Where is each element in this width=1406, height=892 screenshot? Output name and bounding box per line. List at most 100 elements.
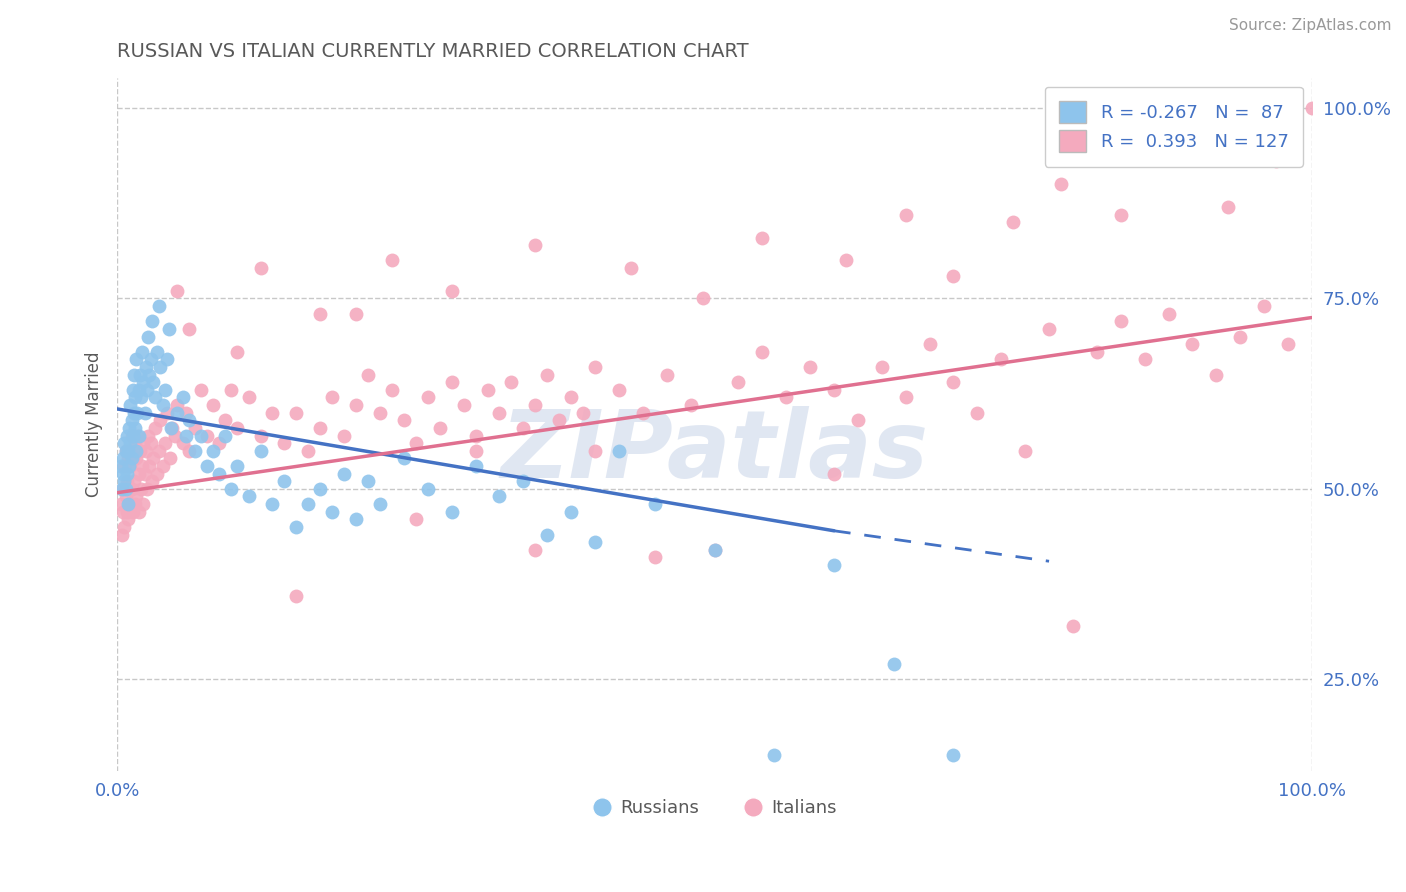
Point bbox=[655, 368, 678, 382]
Legend: Russians, Italians: Russians, Italians bbox=[585, 791, 844, 824]
Point bbox=[883, 657, 905, 671]
Point bbox=[488, 406, 510, 420]
Point bbox=[125, 490, 148, 504]
Point bbox=[145, 344, 167, 359]
Point bbox=[357, 475, 380, 489]
Point bbox=[823, 558, 845, 572]
Point bbox=[112, 505, 135, 519]
Point bbox=[846, 413, 869, 427]
Point bbox=[125, 443, 148, 458]
Point bbox=[124, 391, 146, 405]
Point bbox=[111, 527, 134, 541]
Point bbox=[1205, 368, 1227, 382]
Point bbox=[114, 490, 136, 504]
Point bbox=[117, 497, 139, 511]
Point bbox=[115, 475, 138, 489]
Point bbox=[309, 482, 332, 496]
Point bbox=[333, 428, 356, 442]
Point bbox=[1038, 322, 1060, 336]
Point bbox=[129, 391, 152, 405]
Point bbox=[333, 467, 356, 481]
Point bbox=[132, 376, 155, 390]
Point bbox=[524, 542, 547, 557]
Point bbox=[1253, 299, 1275, 313]
Point bbox=[125, 352, 148, 367]
Point bbox=[297, 443, 319, 458]
Point bbox=[149, 413, 172, 427]
Point bbox=[110, 458, 132, 473]
Point bbox=[249, 260, 271, 275]
Point bbox=[128, 368, 150, 382]
Point bbox=[357, 368, 380, 382]
Point bbox=[121, 413, 143, 427]
Point bbox=[125, 451, 148, 466]
Point bbox=[136, 428, 159, 442]
Point bbox=[894, 208, 917, 222]
Point bbox=[214, 428, 236, 442]
Point bbox=[159, 451, 181, 466]
Point bbox=[583, 535, 606, 549]
Point bbox=[121, 482, 143, 496]
Point bbox=[942, 268, 965, 283]
Point bbox=[138, 458, 160, 473]
Point bbox=[120, 436, 142, 450]
Point bbox=[118, 421, 141, 435]
Point bbox=[309, 421, 332, 435]
Point bbox=[156, 406, 179, 420]
Point bbox=[117, 451, 139, 466]
Point bbox=[208, 436, 231, 450]
Point bbox=[120, 497, 142, 511]
Y-axis label: Currently Married: Currently Married bbox=[86, 351, 103, 497]
Point bbox=[177, 413, 200, 427]
Point bbox=[225, 344, 247, 359]
Point bbox=[464, 443, 486, 458]
Point bbox=[172, 436, 194, 450]
Point bbox=[453, 398, 475, 412]
Point bbox=[464, 428, 486, 442]
Point bbox=[115, 467, 138, 481]
Point bbox=[344, 398, 367, 412]
Point bbox=[273, 436, 295, 450]
Point bbox=[1109, 314, 1132, 328]
Point bbox=[176, 406, 198, 420]
Point bbox=[190, 383, 212, 397]
Point bbox=[799, 359, 821, 374]
Point bbox=[1109, 208, 1132, 222]
Point bbox=[560, 505, 582, 519]
Point bbox=[440, 376, 463, 390]
Point bbox=[110, 497, 132, 511]
Point bbox=[127, 406, 149, 420]
Point bbox=[751, 344, 773, 359]
Text: ZIPa​tlas: ZIPa​tlas bbox=[501, 406, 928, 498]
Point bbox=[429, 421, 451, 435]
Point bbox=[121, 505, 143, 519]
Point bbox=[128, 428, 150, 442]
Point bbox=[117, 443, 139, 458]
Point bbox=[184, 443, 207, 458]
Point bbox=[238, 391, 260, 405]
Point bbox=[416, 482, 439, 496]
Point bbox=[134, 467, 156, 481]
Point bbox=[775, 391, 797, 405]
Point bbox=[1181, 337, 1204, 351]
Point bbox=[225, 421, 247, 435]
Point bbox=[405, 436, 427, 450]
Point bbox=[823, 383, 845, 397]
Point bbox=[1133, 352, 1156, 367]
Point bbox=[142, 376, 165, 390]
Point bbox=[966, 406, 988, 420]
Point bbox=[195, 458, 218, 473]
Point bbox=[166, 398, 188, 412]
Point bbox=[163, 428, 186, 442]
Point bbox=[297, 497, 319, 511]
Point bbox=[368, 406, 391, 420]
Point bbox=[149, 359, 172, 374]
Point bbox=[219, 383, 242, 397]
Point bbox=[142, 451, 165, 466]
Point bbox=[160, 421, 183, 435]
Point bbox=[124, 436, 146, 450]
Point bbox=[477, 383, 499, 397]
Point bbox=[136, 482, 159, 496]
Point bbox=[219, 482, 242, 496]
Point bbox=[122, 406, 145, 420]
